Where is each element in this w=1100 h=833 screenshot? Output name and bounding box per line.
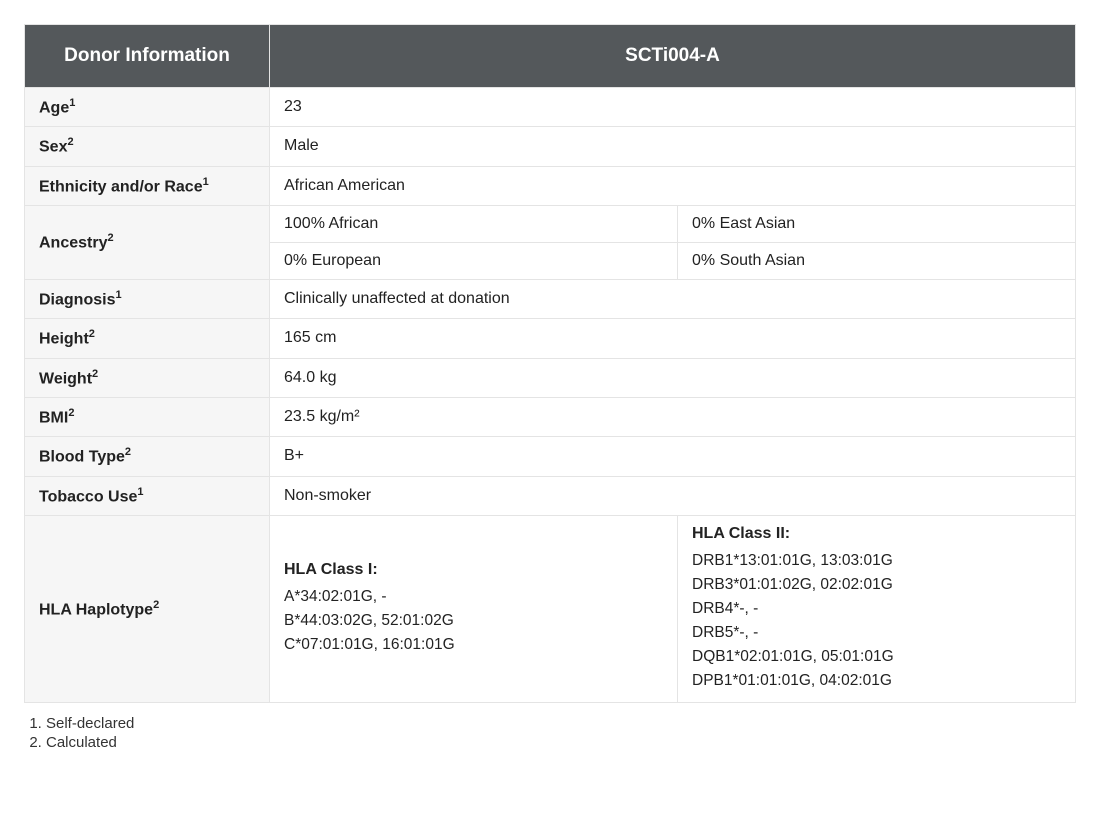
value-diagnosis: Clinically unaffected at donation — [270, 279, 1076, 318]
header-value-col: SCTi004-A — [270, 25, 1076, 88]
label-tobacco-text: Tobacco Use — [39, 488, 137, 505]
hla-class2-line: DRB3*01:01:02G, 02:02:01G — [692, 573, 1061, 597]
label-sex: Sex2 — [25, 127, 270, 166]
footnote-item: Calculated — [46, 734, 1076, 751]
label-ancestry-text: Ancestry — [39, 235, 107, 252]
hla-class2-line: DQB1*02:01:01G, 05:01:01G — [692, 645, 1061, 669]
label-blood-type-text: Blood Type — [39, 449, 125, 466]
hla-class2-line: DPB1*01:01:01G, 04:02:01G — [692, 669, 1061, 693]
value-age: 23 — [270, 88, 1076, 127]
label-sex-sup: 2 — [67, 136, 73, 148]
value-ancestry-east-asian: 0% East Asian — [678, 205, 1076, 242]
row-sex: Sex2 Male — [25, 127, 1076, 166]
label-height-sup: 2 — [89, 328, 95, 340]
row-blood-type: Blood Type2 B+ — [25, 437, 1076, 476]
label-blood-type-sup: 2 — [125, 446, 131, 458]
row-weight: Weight2 64.0 kg — [25, 358, 1076, 397]
value-weight: 64.0 kg — [270, 358, 1076, 397]
hla-class1-title: HLA Class I: — [284, 561, 663, 579]
label-sex-text: Sex — [39, 139, 67, 156]
hla-class2-lines: DRB1*13:01:01G, 13:03:01GDRB3*01:01:02G,… — [692, 549, 1061, 693]
label-ethnicity-sup: 1 — [203, 176, 209, 188]
label-diagnosis: Diagnosis1 — [25, 279, 270, 318]
hla-class1-line: C*07:01:01G, 16:01:01G — [284, 633, 663, 657]
hla-class1-lines: A*34:02:01G, -B*44:03:02G, 52:01:02GC*07… — [284, 585, 663, 657]
row-tobacco: Tobacco Use1 Non-smoker — [25, 476, 1076, 515]
label-diagnosis-text: Diagnosis — [39, 291, 115, 308]
value-blood-type: B+ — [270, 437, 1076, 476]
hla-class2-line: DRB5*-, - — [692, 621, 1061, 645]
label-tobacco-sup: 1 — [137, 486, 143, 498]
label-blood-type: Blood Type2 — [25, 437, 270, 476]
row-age: Age1 23 — [25, 88, 1076, 127]
row-ancestry-1: Ancestry2 100% African 0% East Asian — [25, 205, 1076, 242]
label-weight-text: Weight — [39, 370, 92, 387]
donor-info-table: Donor Information SCTi004-A Age1 23 Sex2… — [24, 24, 1076, 703]
label-age: Age1 — [25, 88, 270, 127]
label-bmi: BMI2 — [25, 397, 270, 436]
value-hla-class1: HLA Class I: A*34:02:01G, -B*44:03:02G, … — [270, 515, 678, 702]
label-height: Height2 — [25, 319, 270, 358]
label-height-text: Height — [39, 331, 89, 348]
label-ethnicity: Ethnicity and/or Race1 — [25, 166, 270, 205]
value-ethnicity: African American — [270, 166, 1076, 205]
header-label-col: Donor Information — [25, 25, 270, 88]
label-bmi-sup: 2 — [68, 407, 74, 419]
hla-class1-line: B*44:03:02G, 52:01:02G — [284, 609, 663, 633]
hla-class2-title: HLA Class II: — [692, 525, 1061, 543]
value-height: 165 cm — [270, 319, 1076, 358]
hla-class1-line: A*34:02:01G, - — [284, 585, 663, 609]
footnote-item: Self-declared — [46, 715, 1076, 732]
row-hla: HLA Haplotype2 HLA Class I: A*34:02:01G,… — [25, 515, 1076, 702]
label-weight-sup: 2 — [92, 368, 98, 380]
label-ancestry: Ancestry2 — [25, 205, 270, 279]
value-ancestry-european: 0% European — [270, 242, 678, 279]
value-ancestry-south-asian: 0% South Asian — [678, 242, 1076, 279]
label-hla: HLA Haplotype2 — [25, 515, 270, 702]
row-diagnosis: Diagnosis1 Clinically unaffected at dona… — [25, 279, 1076, 318]
hla-class2-line: DRB1*13:01:01G, 13:03:01G — [692, 549, 1061, 573]
label-diagnosis-sup: 1 — [115, 289, 121, 301]
label-hla-sup: 2 — [153, 599, 159, 611]
label-weight: Weight2 — [25, 358, 270, 397]
label-tobacco: Tobacco Use1 — [25, 476, 270, 515]
hla-class2-line: DRB4*-, - — [692, 597, 1061, 621]
footnotes: Self-declared Calculated — [24, 715, 1076, 751]
label-bmi-text: BMI — [39, 409, 68, 426]
row-bmi: BMI2 23.5 kg/m² — [25, 397, 1076, 436]
value-hla-class2: HLA Class II: DRB1*13:01:01G, 13:03:01GD… — [678, 515, 1076, 702]
row-ethnicity: Ethnicity and/or Race1 African American — [25, 166, 1076, 205]
label-ancestry-sup: 2 — [107, 232, 113, 244]
value-ancestry-african: 100% African — [270, 205, 678, 242]
value-tobacco: Non-smoker — [270, 476, 1076, 515]
value-sex: Male — [270, 127, 1076, 166]
label-ethnicity-text: Ethnicity and/or Race — [39, 178, 203, 195]
table-header-row: Donor Information SCTi004-A — [25, 25, 1076, 88]
label-age-text: Age — [39, 99, 69, 116]
row-height: Height2 165 cm — [25, 319, 1076, 358]
label-age-sup: 1 — [69, 97, 75, 109]
label-hla-text: HLA Haplotype — [39, 601, 153, 618]
value-bmi: 23.5 kg/m² — [270, 397, 1076, 436]
